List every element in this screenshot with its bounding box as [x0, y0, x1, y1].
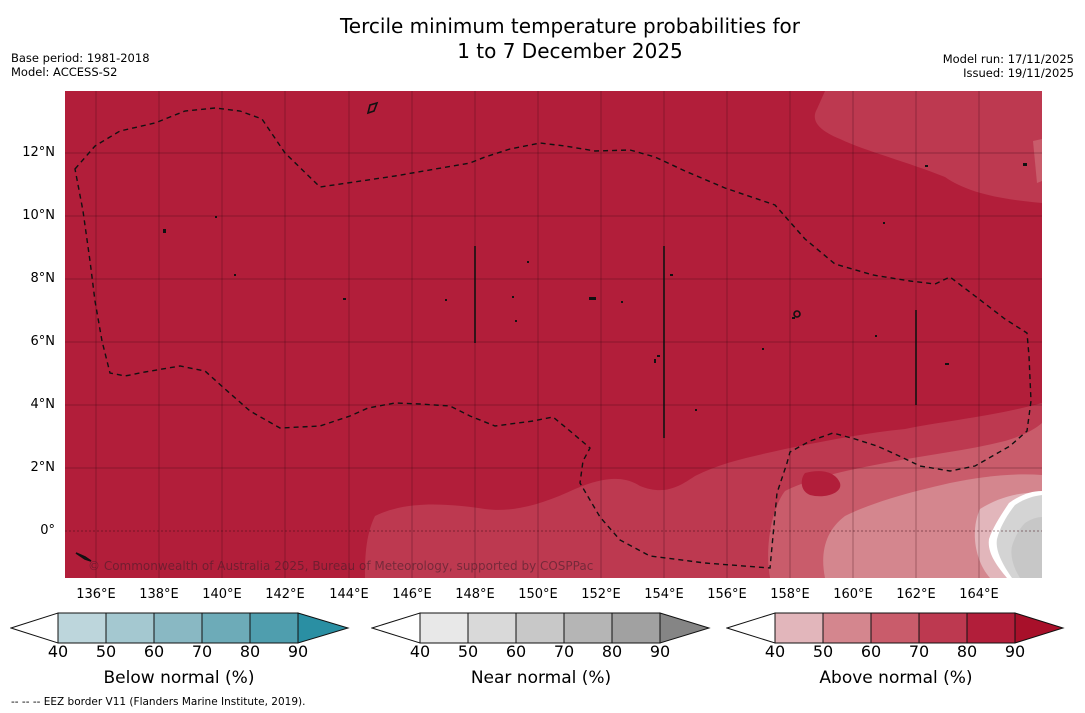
colorbar-above-normal-min-triangle — [726, 612, 776, 644]
meta-right: Model run: 17/11/2025 Issued: 19/11/2025 — [943, 52, 1074, 80]
colorbar-below-normal — [10, 612, 350, 644]
colorbar-near-normal — [371, 612, 711, 644]
colorbar-near-normal-bin-60 — [515, 612, 565, 644]
colorbar-below-normal-bin-50 — [105, 612, 155, 644]
colorbar-near-normal-bin-80 — [611, 612, 661, 644]
eez-footnote: -- -- -- EEZ border V11 (Flanders Marine… — [11, 696, 306, 708]
colorbar-near-normal-min-triangle — [371, 612, 421, 644]
above-normal-tick-80: 80 — [956, 642, 978, 661]
near-normal-tick-90: 90 — [649, 642, 671, 661]
lon-label-136e: 136°E — [76, 587, 116, 602]
lon-label-150e: 150°E — [518, 587, 558, 602]
lon-label-156e: 156°E — [707, 587, 747, 602]
lat-label-8n: 8°N — [30, 271, 56, 286]
colorbar-above-normal-bin-50 — [822, 612, 872, 644]
eez-border — [74, 107, 1032, 569]
map-title: Tercile minimum temperature probabilitie… — [0, 14, 1085, 64]
graticule — [65, 91, 1042, 578]
map-title-line1: Tercile minimum temperature probabilitie… — [339, 14, 801, 38]
lon-label-138e: 138°E — [139, 587, 179, 602]
lon-label-152e: 152°E — [581, 587, 621, 602]
near-normal-tick-80: 80 — [601, 642, 623, 661]
near-normal-tick-60: 60 — [505, 642, 527, 661]
near-normal-40-region — [1011, 517, 1042, 578]
model-run-label: Model run: 17/11/2025 — [942, 52, 1074, 66]
above-normal-tick-40: 40 — [764, 642, 786, 661]
colorbar-below-normal-min-triangle — [10, 612, 59, 644]
lat-label-2n: 2°N — [30, 460, 56, 475]
above-normal-70-region-ne — [1033, 139, 1042, 183]
colorbar-above-normal-bin-70 — [918, 612, 968, 644]
copyright-notice: © Commonwealth of Australia 2025, Bureau… — [88, 559, 594, 573]
near-normal-tick-70: 70 — [553, 642, 575, 661]
above-normal-90-patch — [801, 471, 841, 497]
colorbar-below-normal-bin-80 — [249, 612, 299, 644]
lon-label-144e: 144°E — [329, 587, 369, 602]
below-normal-tick-70: 70 — [191, 642, 213, 661]
colorbar-above-normal — [726, 612, 1065, 644]
colorbar-above-normal-bin-40 — [774, 612, 824, 644]
lon-label-162e: 162°E — [896, 587, 936, 602]
near-normal-tick-40: 40 — [409, 642, 431, 661]
lat-label-12n: 12°N — [22, 145, 55, 160]
base-period-label: Base period: 1981-2018 — [11, 51, 150, 65]
colorbar-near-normal-bin-50 — [467, 612, 517, 644]
colorbar-above-normal-bin-80 — [966, 612, 1016, 644]
below-normal-tick-50: 50 — [95, 642, 117, 661]
lon-label-154e: 154°E — [644, 587, 684, 602]
near-normal-tick-50: 50 — [457, 642, 479, 661]
above-normal-80-region-ne — [814, 91, 1042, 203]
issued-label: Issued: 19/11/2025 — [963, 66, 1074, 80]
lat-label-10n: 10°N — [22, 208, 55, 223]
colorbar-above-normal-max-triangle — [1014, 612, 1065, 644]
near-normal-title: Near normal (%) — [470, 668, 612, 688]
lon-label-142e: 142°E — [265, 587, 305, 602]
colorbar-above-normal-bin-60 — [870, 612, 920, 644]
colorbar-below-normal-bin-60 — [153, 612, 203, 644]
lon-label-148e: 148°E — [455, 587, 495, 602]
lat-label-0: 0° — [40, 523, 55, 538]
meta-left: Base period: 1981-2018 Model: ACCESS-S2 — [11, 51, 150, 79]
lat-label-6n: 6°N — [30, 334, 56, 349]
below-normal-tick-40: 40 — [47, 642, 69, 661]
lon-label-140e: 140°E — [202, 587, 242, 602]
colorbar-below-normal-bin-40 — [57, 612, 107, 644]
colorbar-near-normal-max-triangle — [659, 612, 711, 644]
island-dots — [163, 163, 1027, 411]
model-label: Model: ACCESS-S2 — [11, 65, 118, 79]
islands — [75, 101, 917, 562]
lon-label-164e: 164°E — [959, 587, 999, 602]
below-normal-tick-90: 90 — [287, 642, 309, 661]
below-normal-tick-80: 80 — [239, 642, 261, 661]
map-title-line2: 1 to 7 December 2025 — [457, 39, 683, 63]
map-canvas — [65, 91, 1042, 578]
colorbar-near-normal-bin-70 — [563, 612, 613, 644]
colorbar-below-normal-max-triangle — [297, 612, 350, 644]
lat-label-4n: 4°N — [30, 397, 56, 412]
above-normal-tick-90: 90 — [1004, 642, 1026, 661]
probability-map[interactable] — [65, 91, 1042, 578]
above-normal-tick-60: 60 — [860, 642, 882, 661]
above-normal-tick-70: 70 — [908, 642, 930, 661]
colorbar-near-normal-bin-40 — [419, 612, 469, 644]
above-normal-tick-50: 50 — [812, 642, 834, 661]
colorbar-below-normal-bin-70 — [201, 612, 251, 644]
lon-label-158e: 158°E — [770, 587, 810, 602]
above-normal-title: Above normal (%) — [819, 668, 973, 688]
lon-label-146e: 146°E — [392, 587, 432, 602]
below-normal-tick-60: 60 — [143, 642, 165, 661]
below-normal-title: Below normal (%) — [103, 668, 255, 688]
lon-label-160e: 160°E — [833, 587, 873, 602]
